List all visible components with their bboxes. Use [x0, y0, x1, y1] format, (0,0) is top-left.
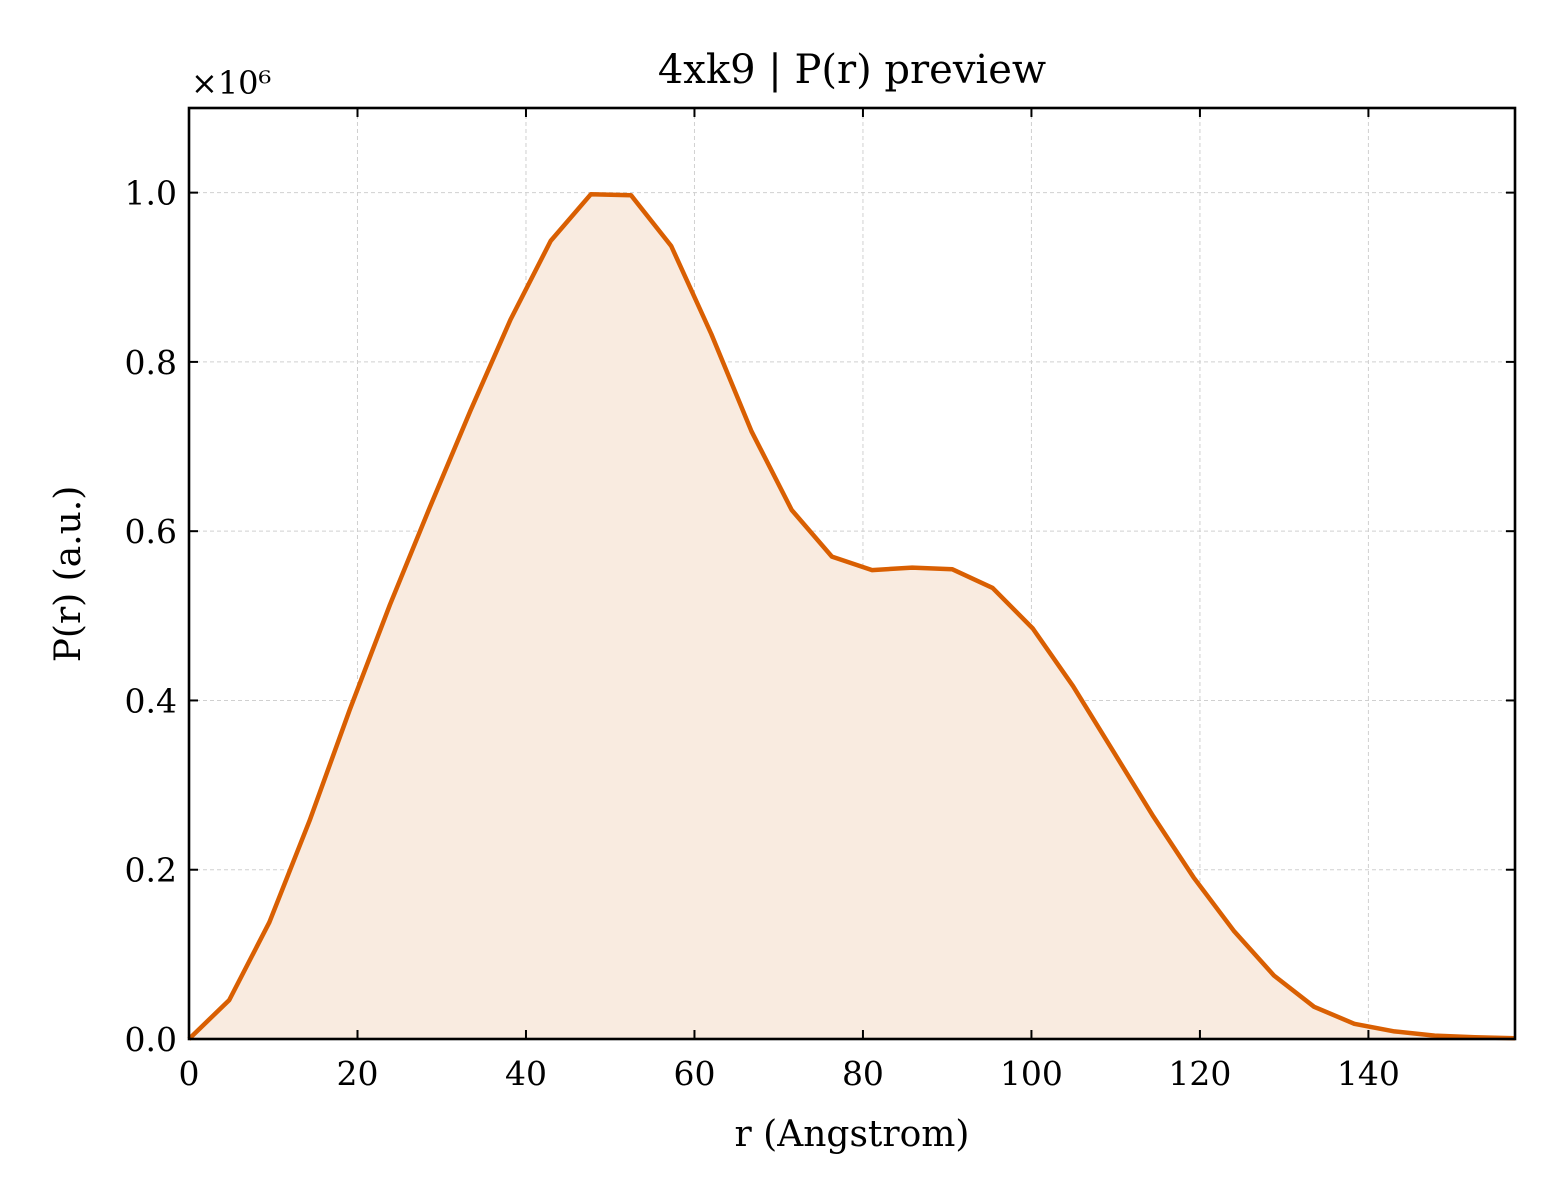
- y-tick-label: 0.8: [125, 343, 177, 382]
- y-tick-label: 0.2: [125, 851, 177, 890]
- y-tick-label: 0.0: [125, 1020, 177, 1059]
- x-tick-label: 100: [1000, 1054, 1063, 1093]
- chart-title: 4xk9 | P(r) preview: [658, 47, 1046, 93]
- y-axis-label: P(r) (a.u.): [48, 486, 89, 663]
- y-tick-label: 0.4: [125, 681, 177, 720]
- x-tick-label: 80: [842, 1054, 884, 1093]
- y-tick-label: 0.6: [125, 512, 177, 551]
- x-tick-label: 140: [1337, 1054, 1400, 1093]
- pr-series-line: [187, 192, 1516, 1041]
- x-axis-label: r (Angstrom): [735, 1114, 970, 1155]
- y-tick-label: 1.0: [125, 174, 177, 213]
- x-tick-label: 0: [179, 1054, 200, 1093]
- x-tick-label: 40: [505, 1054, 547, 1093]
- pr-area-fill: [189, 194, 1515, 1040]
- ticks: 0 20 40 60 80 100 120 140 0.0 0.2 0.4 0.6 0.8 1.0: [125, 108, 1515, 1093]
- x-tick-label: 20: [336, 1054, 378, 1093]
- x-tick-label: 120: [1168, 1054, 1231, 1093]
- plot-frame: [187, 106, 1517, 1041]
- y-multiplier-label: ×10⁶: [191, 64, 271, 102]
- x-tick-label: 60: [673, 1054, 715, 1093]
